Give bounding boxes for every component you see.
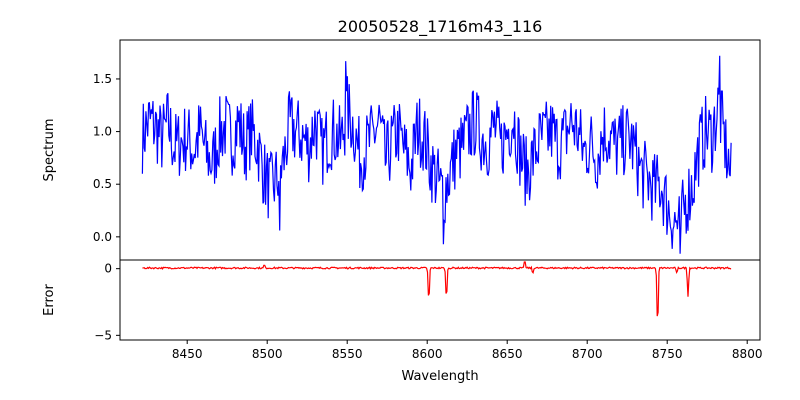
spectrum-y-tick-label: 1.0 xyxy=(93,125,112,139)
spectrum-y-tick-label: 0.5 xyxy=(93,177,112,191)
x-tick-label: 8800 xyxy=(732,347,763,361)
error-series-line xyxy=(142,261,732,317)
spectrum-y-tick-label: 1.5 xyxy=(93,72,112,86)
spectrum-series-line xyxy=(141,55,732,254)
x-axis-label: Wavelength xyxy=(401,369,478,384)
error-y-tick-label: 0 xyxy=(104,262,112,276)
error-y-axis-label: Error xyxy=(42,284,57,316)
error-axes-frame xyxy=(119,259,761,341)
error-y-ticks: 0 −5 xyxy=(94,262,120,342)
wavelength-x-ticks: 8450 8500 8550 8600 8650 8700 8750 8800 xyxy=(172,340,763,361)
spectrum-y-tick-label: 0.0 xyxy=(93,230,112,244)
spectrum-plot: 0.0 0.5 1.0 1.5 Spectrum xyxy=(42,39,761,261)
x-tick-label: 8700 xyxy=(572,347,603,361)
spectrum-y-ticks: 0.0 0.5 1.0 1.5 xyxy=(93,72,120,244)
x-tick-label: 8500 xyxy=(252,347,283,361)
x-tick-label: 8750 xyxy=(652,347,683,361)
error-y-tick-label: −5 xyxy=(94,328,112,342)
chart-title: 20050528_1716m43_116 xyxy=(338,17,543,37)
spectrum-y-axis-label: Spectrum xyxy=(42,119,57,182)
x-tick-label: 8650 xyxy=(492,347,523,361)
x-tick-label: 8600 xyxy=(412,347,443,361)
x-tick-label: 8550 xyxy=(332,347,363,361)
x-tick-label: 8450 xyxy=(172,347,203,361)
error-plot: 0 −5 8450 8500 8550 8600 8650 8700 8750 8800 Err… xyxy=(42,259,763,384)
